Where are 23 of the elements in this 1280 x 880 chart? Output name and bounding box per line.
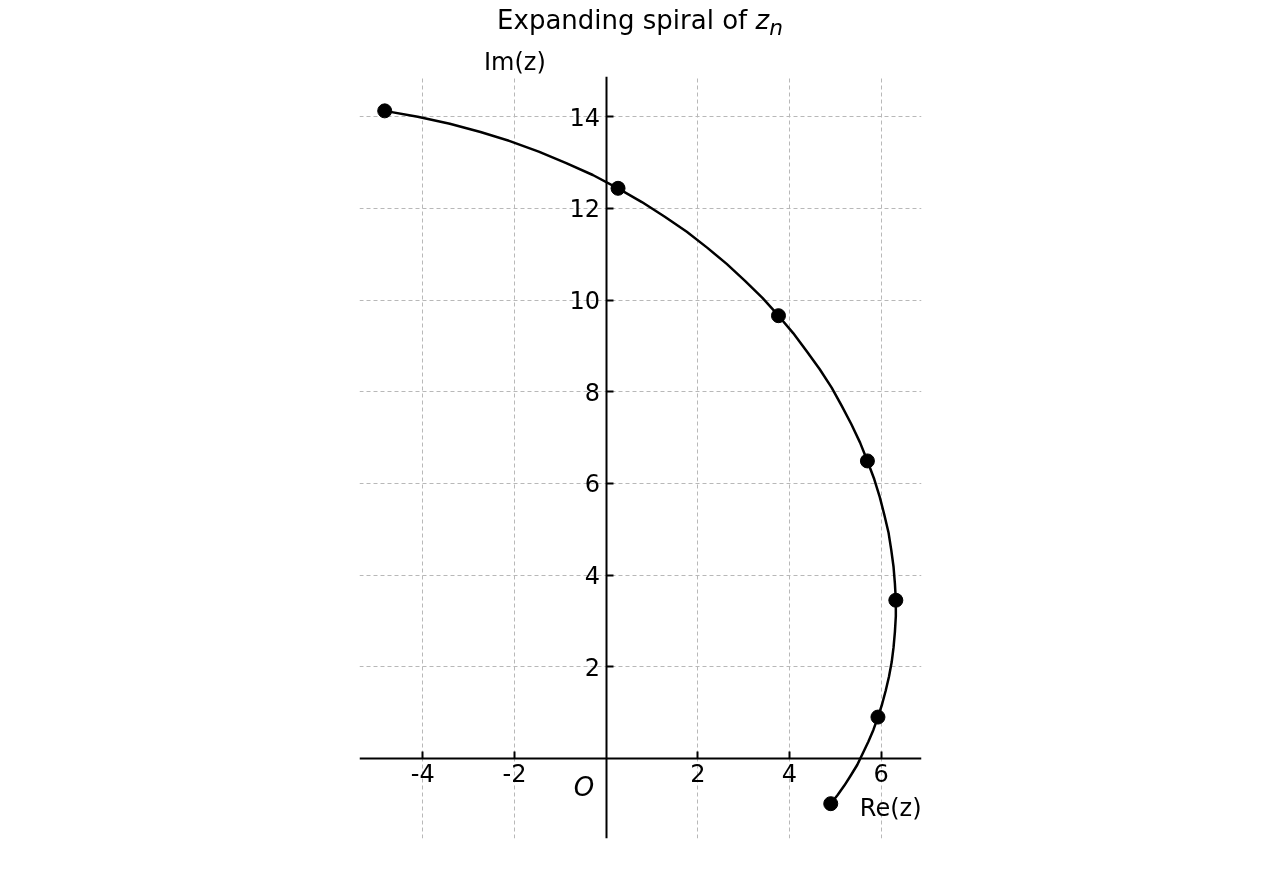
point bbox=[888, 592, 904, 608]
point bbox=[870, 709, 886, 725]
y-tick-label: 2 bbox=[584, 653, 601, 682]
y-tick-label: 12 bbox=[569, 195, 601, 224]
y-axis-title: Im(z) bbox=[484, 47, 546, 76]
point bbox=[377, 103, 393, 119]
x-tick-label: -2 bbox=[502, 760, 527, 789]
x-tick-label: 4 bbox=[781, 760, 798, 789]
chart-title: Expanding spiral of z$_{n}$ bbox=[497, 4, 783, 43]
point bbox=[770, 308, 786, 324]
point bbox=[859, 453, 875, 469]
y-tick-label: 8 bbox=[584, 378, 601, 407]
x-tick-label: -4 bbox=[410, 760, 435, 789]
y-tick-label: 10 bbox=[569, 287, 601, 316]
point bbox=[610, 180, 626, 196]
annotation: O bbox=[573, 772, 595, 803]
y-tick-label: 4 bbox=[584, 562, 601, 591]
x-tick-label: 2 bbox=[690, 760, 706, 789]
y-tick-label: 6 bbox=[584, 470, 601, 499]
x-tick-label: 6 bbox=[873, 760, 889, 789]
y-tick-label: 14 bbox=[569, 103, 601, 132]
point bbox=[823, 796, 839, 812]
x-axis-title: Re(z) bbox=[859, 794, 922, 823]
